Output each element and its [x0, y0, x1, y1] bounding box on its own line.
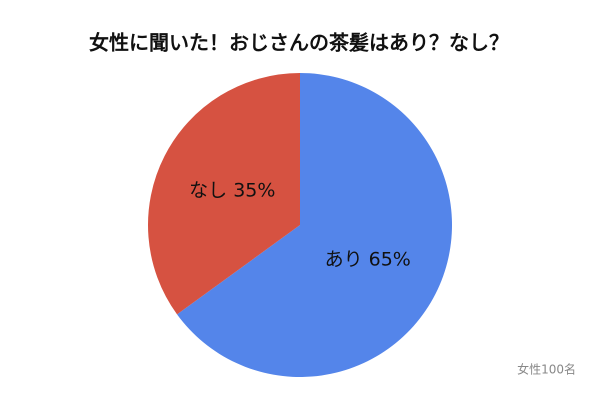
- annotation: 女性100名: [517, 362, 576, 377]
- slice-category: なし: [189, 179, 227, 201]
- slice-label: あり 65%: [325, 248, 411, 270]
- pie-slice: [148, 73, 300, 315]
- slice-value: 65%: [369, 248, 411, 270]
- chart-title: 女性に聞いた！おじさんの茶髪はあり？なし？: [89, 31, 509, 55]
- slice-value: 35%: [233, 179, 275, 201]
- pie-slice: [177, 73, 452, 378]
- slice-label: なし 35%: [189, 179, 275, 201]
- slice-category: あり: [325, 248, 363, 270]
